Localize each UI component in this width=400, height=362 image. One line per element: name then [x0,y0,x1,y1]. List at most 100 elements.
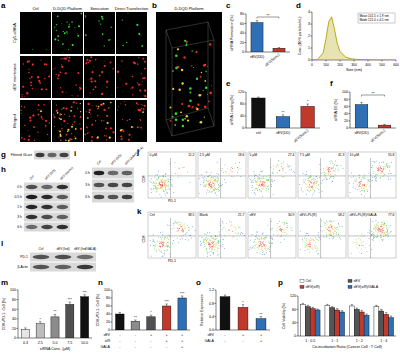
event [158,176,160,178]
panel-title: D-DQD Platform [174,6,204,11]
y-tick [297,336,299,337]
event [328,170,330,172]
event [212,246,214,248]
event [213,182,215,184]
cell-signal [103,109,105,111]
row-label: 6 h [17,225,22,229]
y-tick [245,42,247,43]
event [209,239,211,241]
event [155,187,157,189]
event [308,177,310,179]
event [231,224,233,226]
y-axis [298,296,299,336]
y-tick [349,92,351,93]
cell-signal [57,78,59,80]
event [221,228,223,230]
cell-signal [65,58,67,60]
blot-strip [34,151,70,160]
event [210,172,212,174]
event [210,250,212,252]
gate [170,218,171,258]
y-tick [111,330,113,331]
cell-signal [73,115,75,117]
event [358,188,360,190]
event [266,179,268,181]
cell-signal [125,83,127,85]
render-signal [208,101,210,103]
cell-signal [67,129,69,131]
event [307,186,309,188]
quadrant-percent: 18.6 [238,153,245,157]
event [210,185,212,187]
event [173,227,175,229]
error-cap [307,305,309,306]
event [282,164,284,166]
cell-signal [87,132,89,134]
x-tick [326,60,327,62]
event [306,174,308,176]
event [167,249,169,251]
event [302,173,304,175]
event [164,249,166,251]
event [160,179,162,181]
event [206,255,208,257]
event [371,176,373,178]
event [187,230,189,232]
event [198,178,200,180]
y-tick [311,60,313,61]
cell-signal [76,107,78,109]
row-header: Merged [12,114,17,128]
x-tick-label: 1 : 0.5 [305,339,315,343]
event [166,192,168,194]
event [164,180,166,182]
cell-signal [112,131,114,133]
event [215,247,217,249]
event [255,188,257,190]
event [331,175,333,177]
event [160,186,162,188]
event [207,253,209,255]
event [388,165,390,167]
event [316,175,318,177]
cell-signal [32,64,34,66]
event [158,183,160,185]
event [158,177,160,179]
band [47,153,56,157]
event [214,192,216,194]
cell-signal [59,113,61,115]
event [251,184,253,186]
cell-signal [37,131,38,132]
error-bar [307,305,308,306]
event [212,178,214,180]
event [176,222,178,224]
cell-signal [89,92,90,93]
cell-signal [144,95,146,97]
x-tick [396,60,397,62]
gate [170,158,171,198]
cell-signal [106,86,107,87]
cell-signal [61,108,62,109]
event [174,162,176,164]
event [218,240,220,242]
event [379,164,381,166]
event [358,177,360,179]
event [325,179,327,181]
event [162,185,164,187]
event [208,183,210,185]
event [220,185,222,187]
event [208,191,210,193]
cell-signal [110,26,111,27]
event [368,172,370,174]
micrograph [52,12,83,54]
event [162,184,164,186]
event [226,231,228,233]
bars [252,97,315,128]
cell-signal [136,102,138,104]
event [187,226,189,228]
cell-signal [60,58,61,59]
event [202,177,204,179]
band [57,195,69,199]
error-bar [376,305,377,306]
event [359,181,361,183]
event [386,163,388,165]
